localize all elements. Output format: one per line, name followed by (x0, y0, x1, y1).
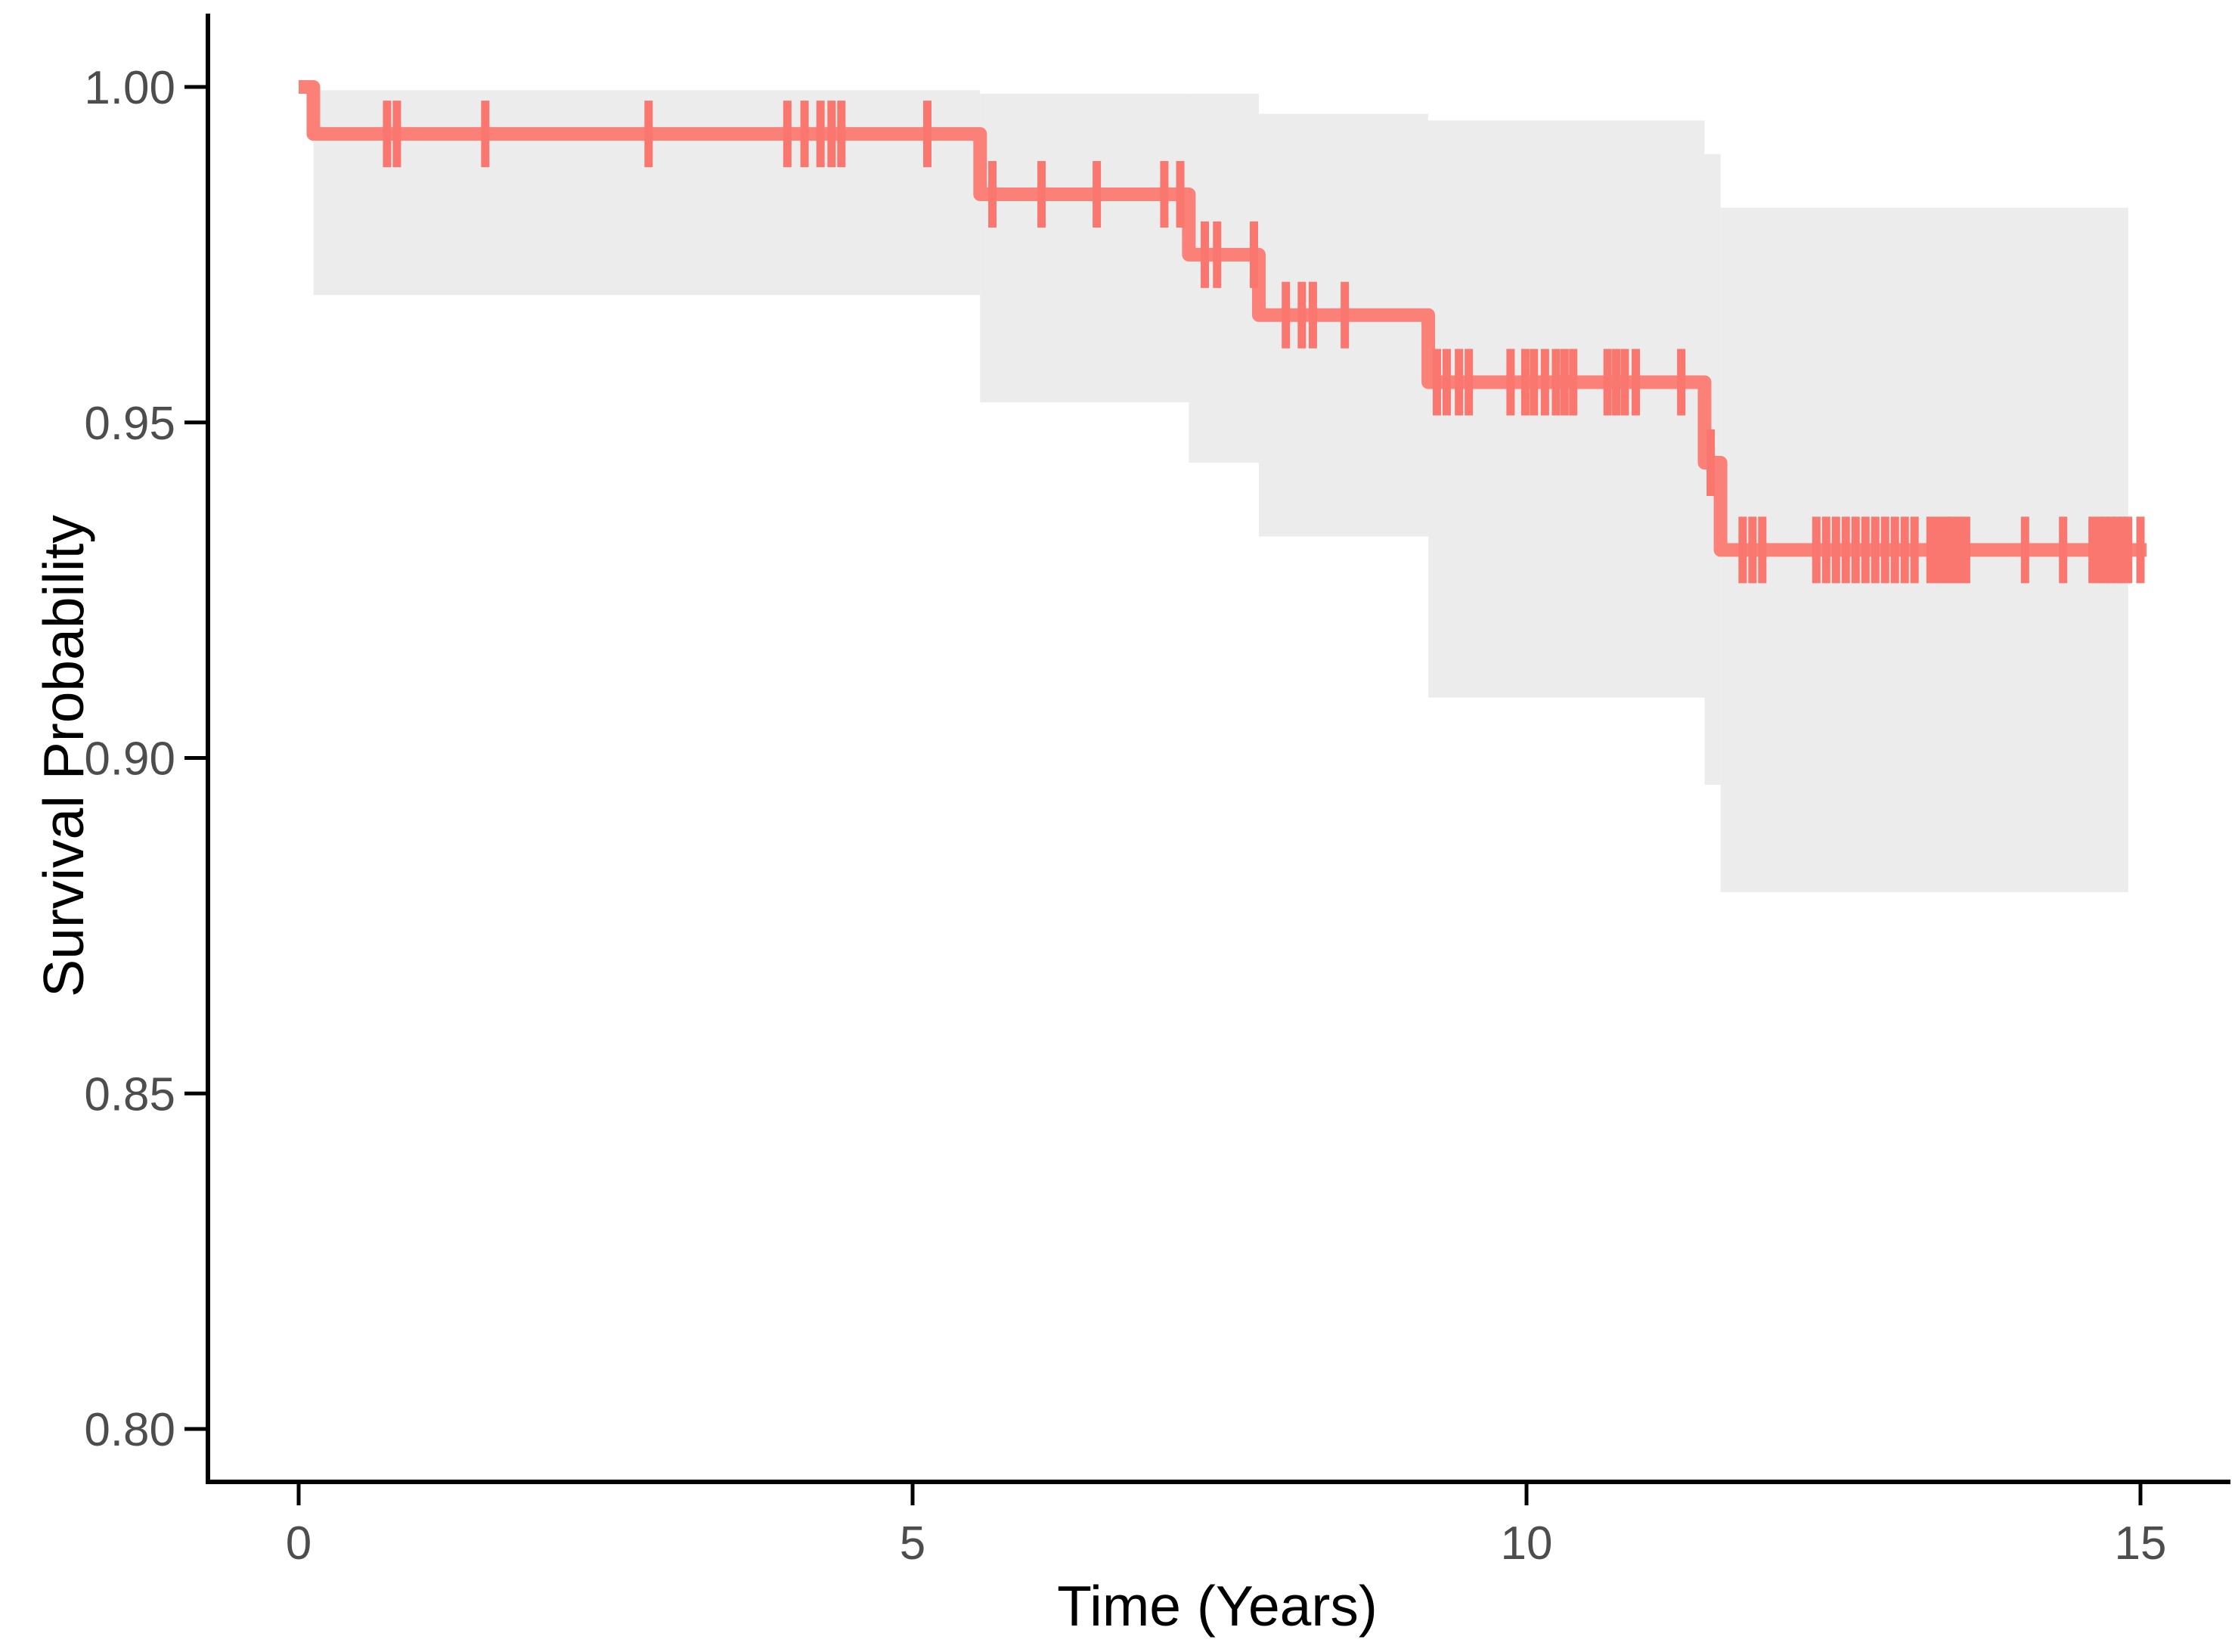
y-tick-label: 0.85 (84, 1068, 175, 1120)
ci-band-segment (980, 93, 1189, 403)
x-tick-label: 0 (286, 1517, 312, 1570)
x-axis-title: Time (Years) (1057, 1574, 1378, 1638)
axes-layer (184, 14, 2230, 1505)
x-tick-label: 5 (900, 1517, 925, 1570)
censor-marks-layer (383, 101, 2145, 584)
x-tick-label: 15 (2115, 1517, 2167, 1570)
ci-band-segment (1189, 93, 1259, 463)
x-tick-label: 10 (1501, 1517, 1553, 1570)
y-tick-label: 0.90 (84, 733, 175, 786)
y-tick-label: 0.95 (84, 398, 175, 450)
tick-labels-layer: 0 5 10 15 1.00 0.95 0.90 0.85 0.80 (84, 62, 2166, 1570)
y-axis-title: Survival Probability (32, 515, 95, 997)
y-tick-label: 0.80 (84, 1404, 175, 1456)
ci-band-layer (313, 90, 2128, 892)
y-tick-label: 1.00 (84, 62, 175, 114)
